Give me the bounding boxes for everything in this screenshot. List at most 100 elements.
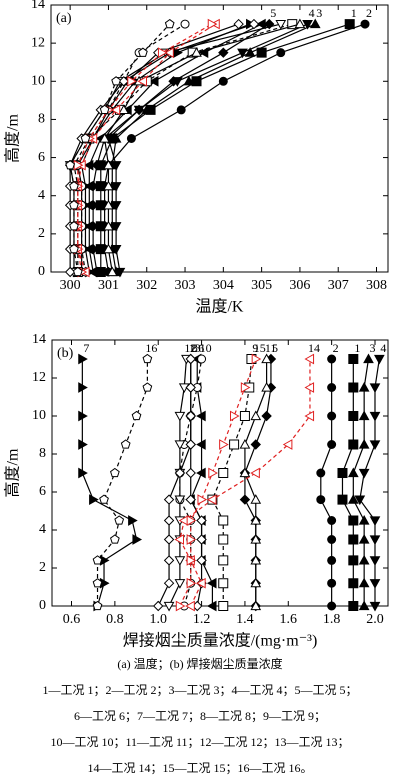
series-label: 14 — [308, 341, 320, 355]
marker — [69, 243, 79, 254]
marker — [354, 495, 366, 506]
marker — [327, 601, 337, 611]
y-tick-label: 4 — [38, 188, 45, 203]
y-tick-label: 2 — [38, 226, 45, 241]
marker — [111, 76, 121, 86]
marker — [369, 601, 381, 612]
marker — [91, 159, 103, 171]
marker — [250, 533, 262, 544]
panel-label: (a) — [56, 11, 72, 26]
caption-line: 10—工况 10；11—工况 11；12—工况 12；13—工况 13； — [50, 735, 349, 749]
series-line — [179, 358, 203, 607]
marker — [369, 535, 381, 546]
marker — [163, 601, 175, 612]
marker — [369, 411, 381, 422]
marker — [163, 577, 175, 589]
marker — [369, 440, 381, 451]
marker — [360, 19, 370, 29]
marker — [218, 555, 229, 566]
marker — [233, 18, 244, 30]
marker — [358, 600, 370, 611]
marker — [348, 354, 359, 364]
series-line — [320, 359, 333, 606]
marker — [218, 76, 228, 86]
marker — [103, 220, 114, 231]
marker — [282, 439, 293, 450]
marker — [218, 47, 229, 58]
marker — [250, 514, 262, 525]
x-tick-label: 1.2 — [193, 612, 211, 627]
marker — [157, 47, 168, 59]
marker — [358, 514, 370, 525]
marker — [248, 18, 260, 30]
marker — [229, 439, 240, 450]
marker — [142, 382, 153, 392]
series-label: 9 — [252, 341, 258, 355]
marker — [185, 439, 196, 450]
marker — [229, 410, 240, 422]
marker — [316, 495, 326, 505]
marker — [327, 578, 337, 588]
marker — [369, 516, 381, 527]
series-label: 6 — [198, 341, 204, 355]
series-label: 7 — [83, 341, 89, 355]
marker — [92, 600, 103, 611]
x-tick-label: 300 — [60, 278, 81, 293]
series-line — [352, 358, 370, 606]
marker — [110, 222, 122, 232]
marker — [92, 555, 103, 565]
series-line — [104, 23, 366, 273]
x-tick-label: 1.6 — [280, 612, 298, 627]
marker — [206, 494, 217, 505]
y-tick-label: 6 — [39, 484, 46, 499]
marker — [250, 467, 260, 479]
marker — [185, 382, 196, 393]
series-label: 13 — [189, 341, 201, 355]
marker — [174, 467, 186, 479]
marker — [239, 494, 251, 505]
series-label: 15 — [254, 341, 266, 355]
x-tick-label: 305 — [251, 278, 272, 293]
marker — [218, 601, 229, 611]
marker — [302, 19, 313, 30]
x-tick-label: 1.0 — [149, 612, 167, 627]
series-line — [168, 358, 187, 607]
marker — [186, 555, 197, 566]
series-label: 5 — [270, 6, 276, 20]
marker — [137, 75, 148, 87]
marker — [185, 353, 196, 365]
marker — [141, 104, 153, 114]
y-tick-label: 6 — [38, 150, 45, 165]
y-tick-label: 14 — [31, 0, 45, 12]
marker — [72, 266, 83, 277]
marker — [363, 353, 374, 364]
x-tick-label: 307 — [328, 278, 349, 293]
series-line — [179, 358, 257, 607]
marker — [358, 533, 370, 544]
y-tick-label: 14 — [32, 332, 46, 347]
marker — [347, 467, 359, 478]
caption-line: 14—工况 14；15—工况 15；16—工况 16。 — [87, 761, 312, 775]
marker — [109, 467, 120, 478]
marker — [186, 534, 197, 545]
y-tick-label: 0 — [38, 264, 45, 279]
x-axis-title: 焊接烟尘质量浓度/(mg·m⁻³) — [123, 632, 318, 650]
marker — [78, 410, 88, 422]
marker — [316, 468, 326, 478]
marker — [128, 515, 138, 526]
marker — [348, 411, 359, 421]
series-line — [111, 23, 316, 273]
series-label: 3 — [316, 6, 322, 20]
marker — [183, 75, 195, 86]
series-line — [77, 23, 213, 273]
marker — [131, 410, 142, 421]
x-tick-label: 2.0 — [366, 612, 384, 627]
marker — [148, 75, 159, 87]
marker — [327, 411, 337, 421]
marker — [110, 161, 122, 171]
marker — [261, 410, 272, 422]
marker — [358, 381, 370, 392]
marker — [164, 18, 175, 29]
caption-line: 6—工况 6；7—工况 7；8—工况 8；9—工况 9； — [74, 709, 326, 723]
series-label: 3 — [369, 341, 375, 355]
